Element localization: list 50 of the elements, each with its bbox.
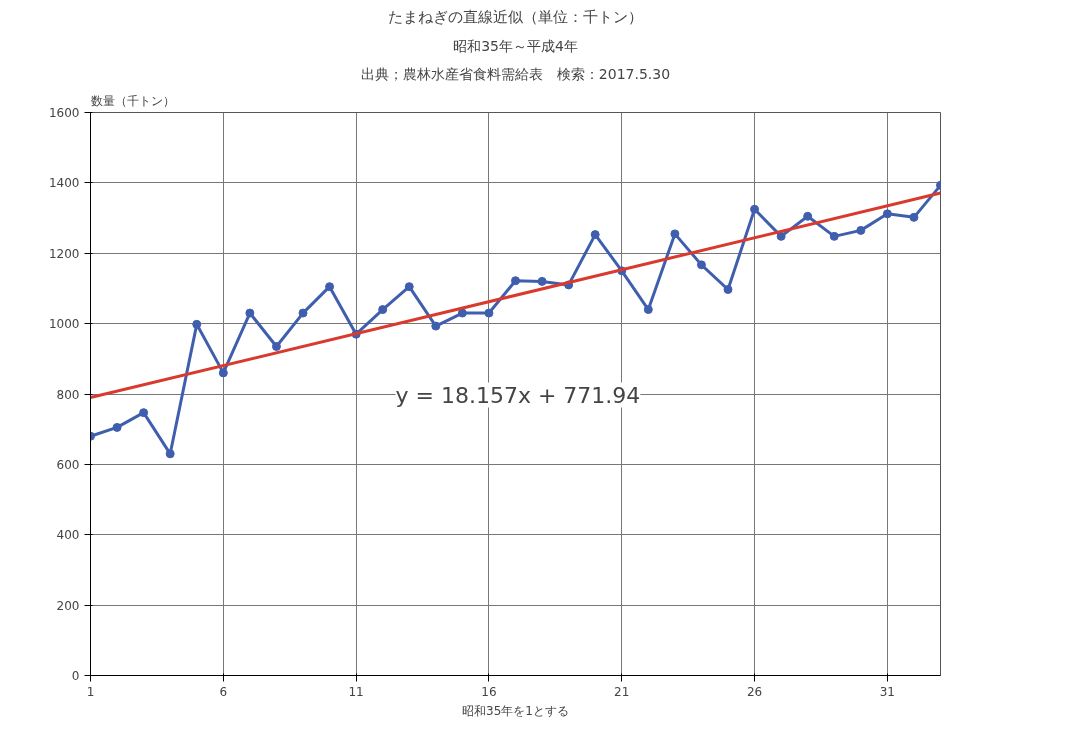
x-tick-label: 16 [481,684,497,699]
point [404,282,414,292]
point [431,321,441,331]
point [139,408,149,418]
point [457,308,467,318]
point [165,449,175,459]
source-note: 出典；農林水産省食料需給表 検索：2017.5.30 [360,65,671,82]
y-tick-label: 1200 [48,246,80,261]
x-tick-label: 11 [348,684,364,699]
x-tick-label: 26 [746,684,763,699]
point [803,211,813,221]
point [218,368,228,378]
point [696,260,706,270]
point [856,225,866,235]
point [192,319,202,329]
chart-title: たまねぎの直線近似（単位：千トン） [388,7,643,26]
point [298,308,308,318]
x-tick-label: 31 [879,684,896,699]
point [670,229,680,239]
point [271,342,281,351]
x-tick-label: 1 [86,684,95,699]
y-tick-label: 200 [56,598,80,613]
point [511,276,520,286]
point [325,282,335,292]
y-tick-label: 400 [56,528,80,543]
point [484,308,494,318]
x-axis-title: 昭和35年を1とする [462,703,569,718]
annotation: y = 18.157x + 771.94 [395,382,641,408]
chart-subtitle: 昭和35年～平成4年 [453,37,578,54]
point [245,308,255,318]
y-axis-title: 数量（千トン） [90,93,175,108]
point [378,305,388,315]
point [776,231,786,241]
point [909,212,919,222]
point [882,209,892,219]
point [643,305,653,315]
point [829,231,839,241]
point [590,230,600,240]
y-tick-label: 1400 [48,176,80,191]
point [750,204,760,214]
point [723,285,733,294]
y-tick-label: 1000 [48,317,80,332]
y-tick-label: 600 [56,457,80,472]
point [112,422,122,432]
point [537,276,547,286]
y-tick-label: 1600 [48,106,80,120]
y-tick-label: 0 [71,669,80,683]
x-tick-label: 21 [614,684,630,699]
x-tick-label: 6 [219,684,228,699]
y-tick-label: 800 [56,387,80,402]
